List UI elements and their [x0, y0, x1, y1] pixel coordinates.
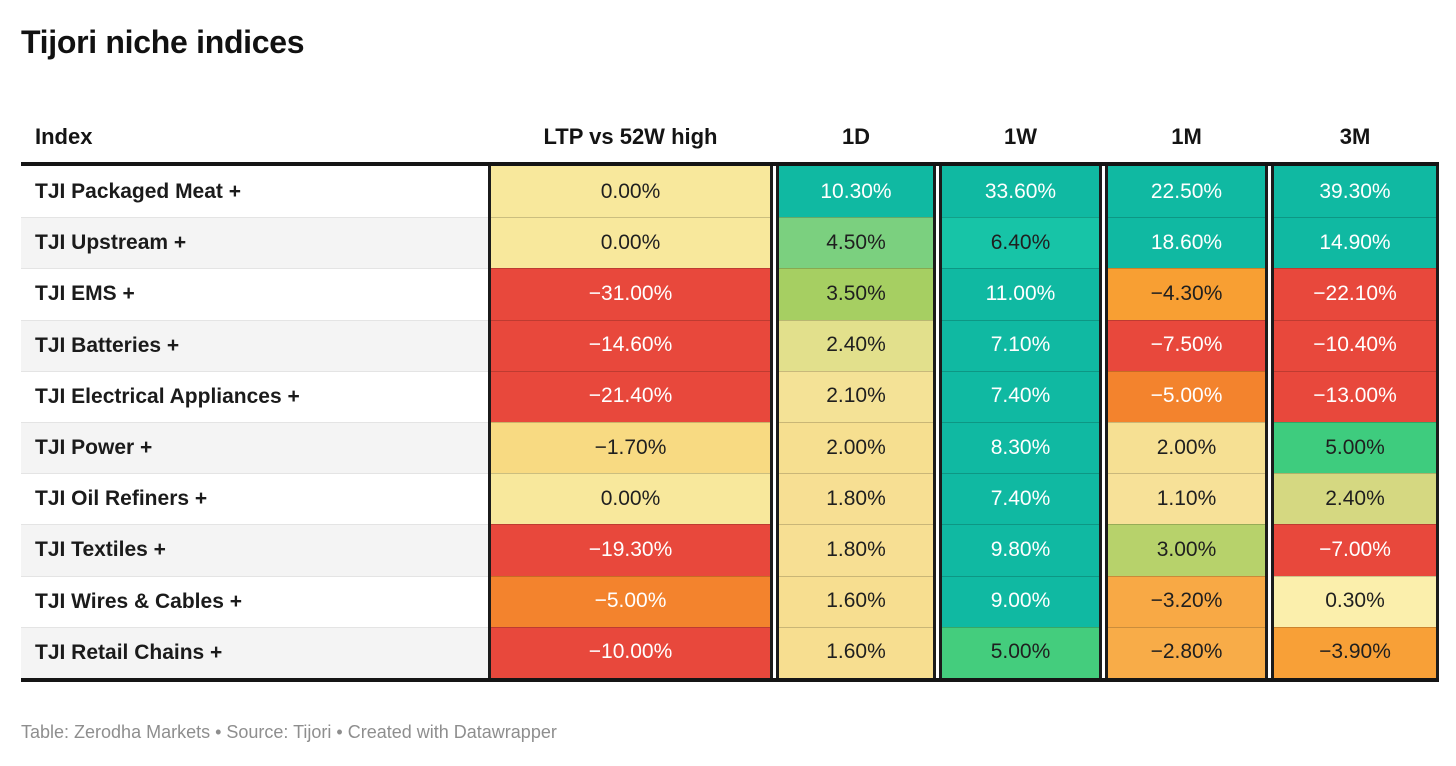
row-label-expandable[interactable]: TJI Textiles + [21, 524, 488, 576]
table-row: TJI Oil Refiners +0.00% 1.80% 7.40% 1.10% 2.… [21, 473, 1439, 525]
row-label-expandable[interactable]: TJI Electrical Appliances + [21, 370, 488, 422]
column-header-3m: 3M [1339, 124, 1371, 149]
table-row: TJI Packaged Meat +0.00% 10.30% 33.60% 22.5… [21, 166, 1439, 218]
value-cell: −1.70% [488, 421, 773, 474]
value-cell: −4.30% [1105, 268, 1268, 320]
value-cell: 0.00% [488, 166, 773, 218]
value-cell: 3.50% [776, 268, 936, 320]
table-header-row: Index LTP vs 52W high 1D 1W 1M 3M [21, 124, 1439, 162]
value-cell: 7.40% [939, 370, 1102, 422]
value-cell: 33.60% [939, 166, 1102, 218]
table-row: TJI Upstream +0.00% 4.50% 6.40% 18.60% 14.90… [21, 217, 1439, 269]
value-cell: 11.00% [939, 268, 1102, 320]
table-row: TJI Power + −1.70% 2.00% 8.30% 2.00% 5.00% [21, 421, 1439, 474]
row-label-expandable[interactable]: TJI Upstream + [21, 217, 488, 269]
column-header-ltp-52w-high: LTP vs 52W high [543, 124, 718, 149]
value-cell: 39.30% [1271, 166, 1439, 218]
value-cell: 3.00% [1105, 524, 1268, 576]
row-label-expandable[interactable]: TJI Packaged Meat + [21, 166, 488, 218]
value-cell: 5.00% [939, 626, 1102, 678]
value-cell: 2.00% [776, 421, 936, 474]
value-cell: −7.00% [1271, 524, 1439, 576]
row-label-expandable[interactable]: TJI Batteries + [21, 319, 488, 371]
row-label-expandable[interactable]: TJI EMS + [21, 268, 488, 320]
row-label-expandable[interactable]: TJI Wires & Cables + [21, 575, 488, 627]
value-cell: −5.00% [488, 575, 773, 627]
row-label-expandable[interactable]: TJI Oil Refiners + [21, 473, 488, 525]
value-cell: 0.30% [1271, 575, 1439, 627]
indices-table: Index LTP vs 52W high 1D 1W 1M 3M TJI Pa… [21, 124, 1439, 682]
attribution-footer: Table: Zerodha Markets • Source: Tijori … [21, 721, 557, 742]
value-cell: 2.40% [776, 319, 936, 371]
row-label-expandable[interactable]: TJI Power + [21, 421, 488, 474]
table-body: TJI Packaged Meat +0.00% 10.30% 33.60% 22.5… [21, 162, 1439, 682]
value-cell: 1.60% [776, 575, 936, 627]
value-cell: 9.80% [939, 524, 1102, 576]
value-cell: 4.50% [776, 217, 936, 269]
datawrapper-table-graphic: Tijori niche indices Index LTP vs 52W hi… [21, 24, 1439, 742]
value-cell: −19.30% [488, 524, 773, 576]
value-cell: 2.40% [1271, 473, 1439, 525]
table-row: TJI Wires & Cables + −5.00% 1.60% 9.00% −3.2… [21, 575, 1439, 627]
value-cell: −10.40% [1271, 319, 1439, 371]
value-cell: −31.00% [488, 268, 773, 320]
value-cell: 0.00% [488, 217, 773, 269]
value-cell: 1.10% [1105, 473, 1268, 525]
column-header-index: Index [35, 124, 93, 149]
value-cell: −5.00% [1105, 370, 1268, 422]
value-cell: 6.40% [939, 217, 1102, 269]
column-header-1d: 1D [841, 124, 871, 149]
value-cell: 7.10% [939, 319, 1102, 371]
value-cell: −7.50% [1105, 319, 1268, 371]
value-cell: 5.00% [1271, 421, 1439, 474]
table-row: TJI Retail Chains + −10.00% 1.60% 5.00% −2.8… [21, 626, 1439, 678]
table-row: TJI Textiles + −19.30% 1.80% 9.80% 3.00% −7.0… [21, 524, 1439, 576]
table-row: TJI Batteries + −14.60% 2.40% 7.10% −7.50% −1… [21, 319, 1439, 371]
value-cell: −2.80% [1105, 626, 1268, 678]
value-cell: 7.40% [939, 473, 1102, 525]
table-row: TJI Electrical Appliances + −21.40% 2.10% 7… [21, 370, 1439, 422]
value-cell: −10.00% [488, 626, 773, 678]
value-cell: 1.60% [776, 626, 936, 678]
value-cell: 9.00% [939, 575, 1102, 627]
value-cell: −21.40% [488, 370, 773, 422]
page-title: Tijori niche indices [21, 24, 305, 60]
value-cell: −3.20% [1105, 575, 1268, 627]
row-label-expandable[interactable]: TJI Retail Chains + [21, 626, 488, 678]
value-cell: 22.50% [1105, 166, 1268, 218]
value-cell: 10.30% [776, 166, 936, 218]
table-row: TJI EMS + −31.00% 3.50% 11.00% −4.30% −22.10% [21, 268, 1439, 320]
value-cell: 8.30% [939, 421, 1102, 474]
value-cell: 2.10% [776, 370, 936, 422]
value-cell: −14.60% [488, 319, 773, 371]
column-header-1w: 1W [1004, 124, 1037, 149]
value-cell: −13.00% [1271, 370, 1439, 422]
value-cell: 1.80% [776, 524, 936, 576]
value-cell: 0.00% [488, 473, 773, 525]
value-cell: 18.60% [1105, 217, 1268, 269]
value-cell: 14.90% [1271, 217, 1439, 269]
value-cell: 2.00% [1105, 421, 1268, 474]
value-cell: −22.10% [1271, 268, 1439, 320]
value-cell: −3.90% [1271, 626, 1439, 678]
column-header-1m: 1M [1171, 124, 1202, 149]
value-cell: 1.80% [776, 473, 936, 525]
